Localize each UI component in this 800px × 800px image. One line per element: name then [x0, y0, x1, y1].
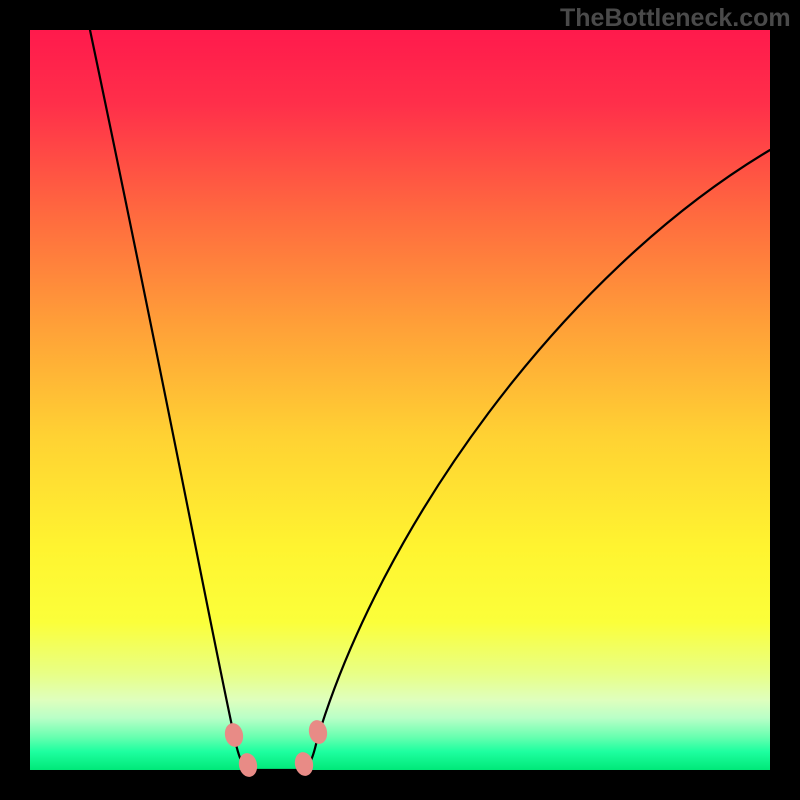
- watermark-text: TheBottleneck.com: [560, 4, 791, 33]
- curve-marker-0: [223, 721, 246, 748]
- chart-frame: TheBottleneck.com: [0, 0, 800, 800]
- curve-marker-3: [307, 718, 330, 745]
- curve-layer: [0, 0, 800, 800]
- curve-marker-2: [293, 750, 316, 777]
- bottleneck-curve: [90, 30, 770, 770]
